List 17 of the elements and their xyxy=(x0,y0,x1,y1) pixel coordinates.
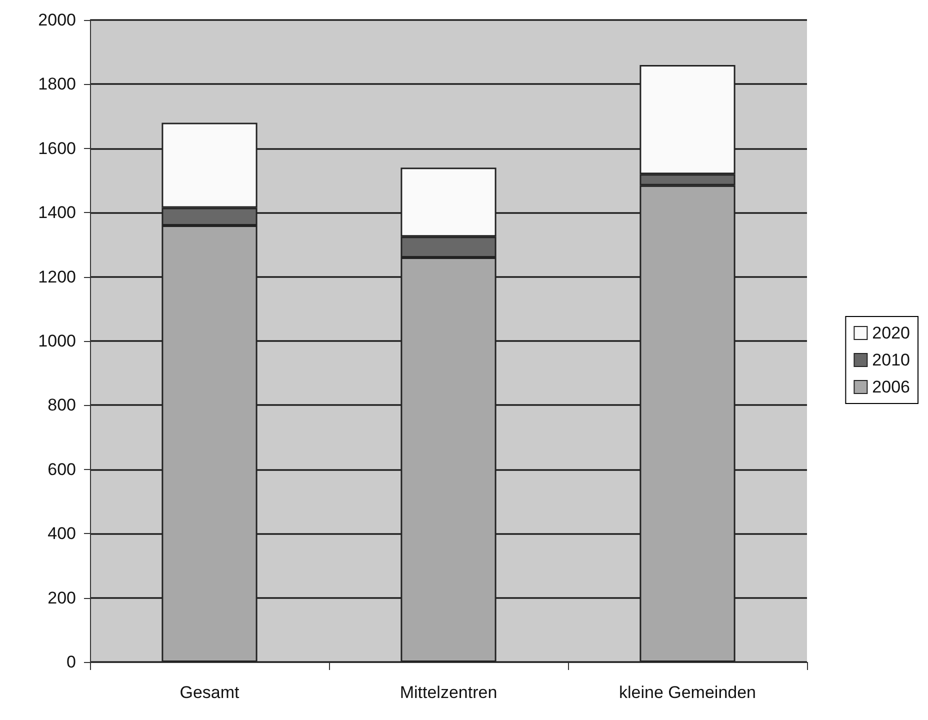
x-tick-label: kleine Gemeinden xyxy=(618,683,756,702)
y-tick-label: 600 xyxy=(48,460,76,479)
legend-label: 2006 xyxy=(872,378,910,396)
y-tick-label: 1200 xyxy=(38,267,76,286)
y-tick-label: 1400 xyxy=(38,203,76,222)
y-tick-label: 1800 xyxy=(38,74,76,94)
y-tick-label: 400 xyxy=(48,524,76,544)
x-tick-label: Mittelzentren xyxy=(400,683,498,702)
legend-label: 2010 xyxy=(872,350,910,370)
y-tick-label: 1600 xyxy=(38,138,76,158)
y-tick-label: 2000 xyxy=(38,10,76,30)
y-tick-label: 0 xyxy=(66,652,76,672)
y-tick-label: 1000 xyxy=(38,332,76,350)
y-tick-label: 200 xyxy=(48,588,76,608)
y-tick-label: 800 xyxy=(48,396,76,415)
legend-label: 2020 xyxy=(872,324,910,342)
x-tick-label: Gesamt xyxy=(180,683,240,702)
